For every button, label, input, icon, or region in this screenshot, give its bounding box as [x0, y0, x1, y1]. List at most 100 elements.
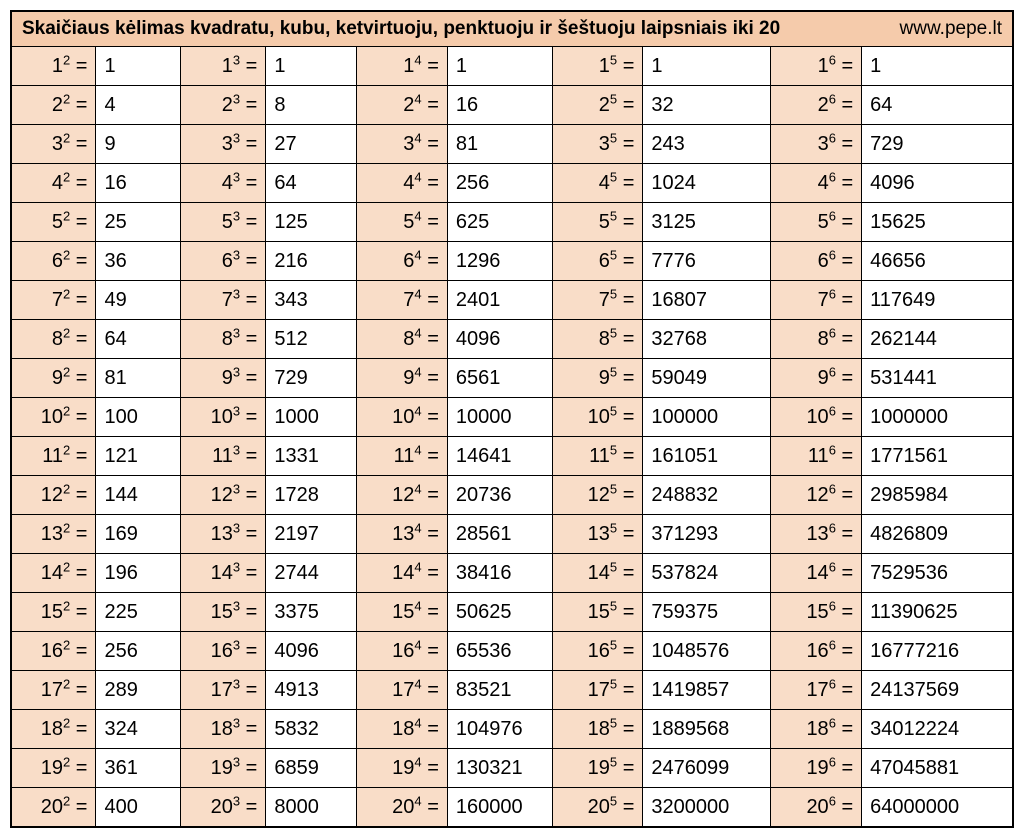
power-expression: 66 = — [771, 242, 862, 281]
power-value: 1889568 — [643, 710, 771, 749]
power-expression: 116 = — [771, 437, 862, 476]
power-expression: 53 = — [181, 203, 266, 242]
power-expression: 34 = — [357, 125, 448, 164]
power-expression: 43 = — [181, 164, 266, 203]
power-expression: 32 = — [11, 125, 96, 164]
power-value: 7529536 — [862, 554, 1013, 593]
power-expression: 106 = — [771, 398, 862, 437]
power-value: 65536 — [447, 632, 552, 671]
power-value: 144 — [96, 476, 181, 515]
power-expression: 16 = — [771, 47, 862, 86]
table-row: 132 =169133 =2197134 =28561135 =37129313… — [11, 515, 1013, 554]
power-value: 1000000 — [862, 398, 1013, 437]
power-value: 1331 — [266, 437, 357, 476]
power-expression: 74 = — [357, 281, 448, 320]
power-expression: 92 = — [11, 359, 96, 398]
power-expression: 93 = — [181, 359, 266, 398]
power-value: 324 — [96, 710, 181, 749]
power-value: 36 — [96, 242, 181, 281]
power-value: 64000000 — [862, 788, 1013, 828]
power-value: 160000 — [447, 788, 552, 828]
power-expression: 22 = — [11, 86, 96, 125]
table-title: Skaičiaus kėlimas kvadratu, kubu, ketvir… — [22, 18, 780, 40]
power-expression: 172 = — [11, 671, 96, 710]
power-expression: 122 = — [11, 476, 96, 515]
power-expression: 15 = — [552, 47, 643, 86]
power-value: 2744 — [266, 554, 357, 593]
power-value: 243 — [643, 125, 771, 164]
power-value: 256 — [447, 164, 552, 203]
powers-table-container: Skaičiaus kėlimas kvadratu, kubu, ketvir… — [10, 10, 1014, 828]
table-body: 12 =113 =114 =115 =116 =122 =423 =824 =1… — [11, 47, 1013, 828]
power-value: 759375 — [643, 593, 771, 632]
power-value: 16807 — [643, 281, 771, 320]
power-value: 7776 — [643, 242, 771, 281]
power-value: 1 — [96, 47, 181, 86]
power-value: 729 — [266, 359, 357, 398]
power-expression: 132 = — [11, 515, 96, 554]
power-expression: 14 = — [357, 47, 448, 86]
power-expression: 63 = — [181, 242, 266, 281]
power-expression: 192 = — [11, 749, 96, 788]
power-expression: 206 = — [771, 788, 862, 828]
power-expression: 23 = — [181, 86, 266, 125]
power-expression: 124 = — [357, 476, 448, 515]
table-row: 202 =400203 =8000204 =160000205 =3200000… — [11, 788, 1013, 828]
table-row: 92 =8193 =72994 =656195 =5904996 =531441 — [11, 359, 1013, 398]
power-value: 2401 — [447, 281, 552, 320]
power-expression: 184 = — [357, 710, 448, 749]
table-row: 82 =6483 =51284 =409685 =3276886 =262144 — [11, 320, 1013, 359]
power-value: 5832 — [266, 710, 357, 749]
power-expression: 73 = — [181, 281, 266, 320]
power-value: 1296 — [447, 242, 552, 281]
power-value: 27 — [266, 125, 357, 164]
power-expression: 183 = — [181, 710, 266, 749]
power-value: 361 — [96, 749, 181, 788]
power-value: 1048576 — [643, 632, 771, 671]
power-value: 3125 — [643, 203, 771, 242]
power-value: 4 — [96, 86, 181, 125]
power-value: 531441 — [862, 359, 1013, 398]
power-expression: 26 = — [771, 86, 862, 125]
power-expression: 62 = — [11, 242, 96, 281]
power-value: 46656 — [862, 242, 1013, 281]
power-expression: 143 = — [181, 554, 266, 593]
power-value: 248832 — [643, 476, 771, 515]
power-expression: 136 = — [771, 515, 862, 554]
power-value: 64 — [862, 86, 1013, 125]
power-expression: 142 = — [11, 554, 96, 593]
power-expression: 175 = — [552, 671, 643, 710]
power-value: 216 — [266, 242, 357, 281]
power-value: 169 — [96, 515, 181, 554]
power-expression: 196 = — [771, 749, 862, 788]
table-row: 172 =289173 =4913174 =83521175 =14198571… — [11, 671, 1013, 710]
power-value: 1 — [266, 47, 357, 86]
table-row: 32 =933 =2734 =8135 =24336 =729 — [11, 125, 1013, 164]
power-value: 1 — [862, 47, 1013, 86]
power-expression: 163 = — [181, 632, 266, 671]
power-value: 64 — [96, 320, 181, 359]
table-row: 112 =121113 =1331114 =14641115 =16105111… — [11, 437, 1013, 476]
power-expression: 155 = — [552, 593, 643, 632]
power-value: 16 — [447, 86, 552, 125]
power-expression: 146 = — [771, 554, 862, 593]
power-expression: 102 = — [11, 398, 96, 437]
power-value: 100 — [96, 398, 181, 437]
power-expression: 133 = — [181, 515, 266, 554]
site-link: www.pepe.lt — [900, 18, 1002, 40]
table-header: Skaičiaus kėlimas kvadratu, kubu, ketvir… — [11, 11, 1013, 47]
power-expression: 52 = — [11, 203, 96, 242]
power-value: 28561 — [447, 515, 552, 554]
power-expression: 115 = — [552, 437, 643, 476]
power-expression: 54 = — [357, 203, 448, 242]
power-expression: 113 = — [181, 437, 266, 476]
power-value: 256 — [96, 632, 181, 671]
table-row: 142 =196143 =2744144 =38416145 =53782414… — [11, 554, 1013, 593]
power-value: 1000 — [266, 398, 357, 437]
power-expression: 13 = — [181, 47, 266, 86]
power-expression: 35 = — [552, 125, 643, 164]
power-expression: 156 = — [771, 593, 862, 632]
power-expression: 174 = — [357, 671, 448, 710]
power-value: 117649 — [862, 281, 1013, 320]
power-expression: 104 = — [357, 398, 448, 437]
